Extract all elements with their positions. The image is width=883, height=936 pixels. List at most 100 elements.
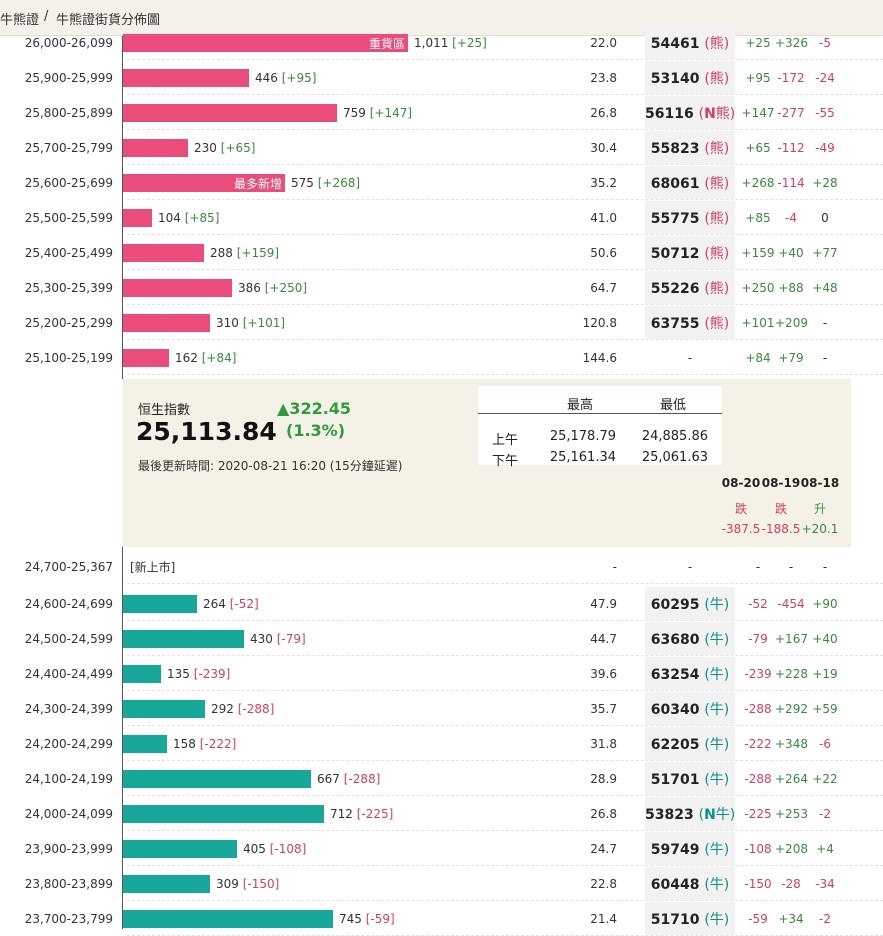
count-change: [+250]: [264, 280, 308, 295]
bull-bar[interactable]: [123, 874, 210, 893]
index-change-pct: (1.3%): [286, 421, 345, 440]
bear-bar[interactable]: [123, 278, 232, 297]
bull-bar[interactable]: [123, 909, 333, 928]
change-day-1: -150: [744, 876, 772, 891]
row-divider: [127, 655, 883, 656]
code-cell[interactable]: 55775 (熊): [645, 201, 735, 234]
code-cell[interactable]: 51701 (牛): [645, 762, 735, 795]
code-cell[interactable]: 56116 (N熊): [645, 96, 735, 129]
bull-bar[interactable]: [123, 629, 244, 648]
code-number: 50712: [650, 245, 705, 262]
code-cell[interactable]: 55226 (熊): [645, 271, 735, 304]
ratio-value: 41.0: [590, 210, 617, 225]
bear-row: 25,400-25,499 288 [+159] 50.6 50712 (熊) +159…: [0, 235, 883, 270]
count-change: [+95]: [281, 70, 317, 85]
code-cell[interactable]: 63254 (牛): [645, 657, 735, 690]
warrant-code[interactable]: 51701 (牛): [645, 769, 735, 789]
warrant-code[interactable]: 62205 (牛): [645, 734, 735, 754]
bull-bar[interactable]: [123, 804, 324, 823]
range-label: 25,700-25,799: [24, 140, 113, 155]
bull-row: 24,600-24,699 264 [-52] 47.9 60295 (牛) -52 -4…: [0, 586, 883, 621]
warrant-code[interactable]: 59749 (牛): [645, 839, 735, 859]
warrant-type: 熊: [709, 245, 724, 262]
code-cell[interactable]: 53823 (N牛): [645, 797, 735, 830]
bull-bar[interactable]: [123, 839, 237, 858]
count-change: [-288]: [237, 701, 275, 716]
code-cell[interactable]: 53140 (熊): [645, 61, 735, 94]
code-value: -: [687, 559, 693, 574]
warrant-code[interactable]: 60340 (牛): [645, 699, 735, 719]
bear-bar[interactable]: [123, 103, 337, 122]
bear-bar[interactable]: [123, 348, 169, 367]
count-value: 292: [211, 701, 238, 716]
warrant-type: 熊: [709, 140, 724, 157]
code-cell[interactable]: 55823 (熊): [645, 131, 735, 164]
warrant-code[interactable]: 68061 (熊): [645, 173, 735, 193]
bull-row: 24,400-24,499 135 [-239] 39.6 63254 (牛) -239…: [0, 656, 883, 691]
warrant-code[interactable]: 54461 (熊): [645, 33, 735, 53]
paren: ): [723, 596, 730, 613]
warrant-type: 牛: [715, 806, 730, 823]
warrant-code[interactable]: 53823 (N牛): [645, 804, 735, 824]
change-day-3: -6: [819, 736, 831, 751]
row-divider: [127, 129, 883, 130]
code-cell[interactable]: 63755 (熊): [645, 306, 735, 339]
change-day-2: +326: [775, 35, 808, 50]
bull-bar[interactable]: [123, 769, 311, 788]
change-day-3: 0: [821, 210, 829, 225]
paren: ): [723, 175, 730, 192]
count-change: [+85]: [184, 210, 220, 225]
code-cell[interactable]: 62205 (牛): [645, 727, 735, 760]
warrant-code[interactable]: 60448 (牛): [645, 874, 735, 894]
range-label: 23,700-23,799: [24, 911, 113, 926]
bull-bar[interactable]: [123, 734, 167, 753]
warrant-code[interactable]: 63254 (牛): [645, 664, 735, 684]
code-cell[interactable]: 60295 (牛): [645, 587, 735, 620]
count-change: [-150]: [242, 876, 280, 891]
range-label: 24,100-24,199: [24, 771, 113, 786]
bull-row: 24,500-24,599 430 [-79] 44.7 63680 (牛) -79 +1…: [0, 621, 883, 656]
warrant-code[interactable]: 50712 (熊): [645, 243, 735, 263]
warrant-code[interactable]: 60295 (牛): [645, 594, 735, 614]
bull-bar[interactable]: [123, 664, 161, 683]
code-cell[interactable]: 54461 (熊): [645, 26, 735, 59]
bear-bar[interactable]: 重貨區: [123, 33, 408, 52]
code-number: 51710: [650, 911, 705, 928]
row-divider: [127, 795, 883, 796]
paren: (: [704, 911, 710, 928]
paren: (: [704, 35, 710, 52]
breadcrumb-link-cbbc[interactable]: 牛熊證: [0, 13, 40, 28]
code-cell[interactable]: 60340 (牛): [645, 692, 735, 725]
bear-bar[interactable]: [123, 138, 188, 157]
warrant-code[interactable]: 51710 (牛): [645, 909, 735, 929]
warrant-code[interactable]: 55823 (熊): [645, 138, 735, 158]
warrant-code[interactable]: 63680 (牛): [645, 629, 735, 649]
bear-bar[interactable]: [123, 243, 204, 262]
bull-bar[interactable]: [123, 699, 205, 718]
code-cell[interactable]: 60448 (牛): [645, 867, 735, 900]
warrant-code[interactable]: 56116 (N熊): [645, 103, 735, 123]
change-day-2: +348: [775, 736, 808, 751]
bear-bar[interactable]: [123, 68, 249, 87]
code-cell[interactable]: 50712 (熊): [645, 236, 735, 269]
n-marker: N: [704, 806, 716, 823]
code-cell[interactable]: 51710 (牛): [645, 902, 735, 935]
change-day-2: +79: [778, 350, 804, 365]
date-3-change: +20.1: [801, 522, 839, 536]
bear-bar[interactable]: [123, 208, 152, 227]
bear-bar[interactable]: 最多新增: [123, 173, 285, 192]
row-divider: [127, 304, 883, 305]
paren: ): [723, 210, 730, 227]
paren: ): [723, 771, 730, 788]
bear-bar[interactable]: [123, 313, 210, 332]
warrant-code[interactable]: 53140 (熊): [645, 68, 735, 88]
code-cell[interactable]: 68061 (熊): [645, 166, 735, 199]
warrant-code[interactable]: 55775 (熊): [645, 208, 735, 228]
code-cell[interactable]: 63680 (牛): [645, 622, 735, 655]
row-divider: [127, 164, 883, 165]
change-day-2: -112: [777, 140, 805, 155]
warrant-code[interactable]: 63755 (熊): [645, 313, 735, 333]
warrant-code[interactable]: 55226 (熊): [645, 278, 735, 298]
bull-bar[interactable]: [123, 594, 197, 613]
code-cell[interactable]: 59749 (牛): [645, 832, 735, 865]
